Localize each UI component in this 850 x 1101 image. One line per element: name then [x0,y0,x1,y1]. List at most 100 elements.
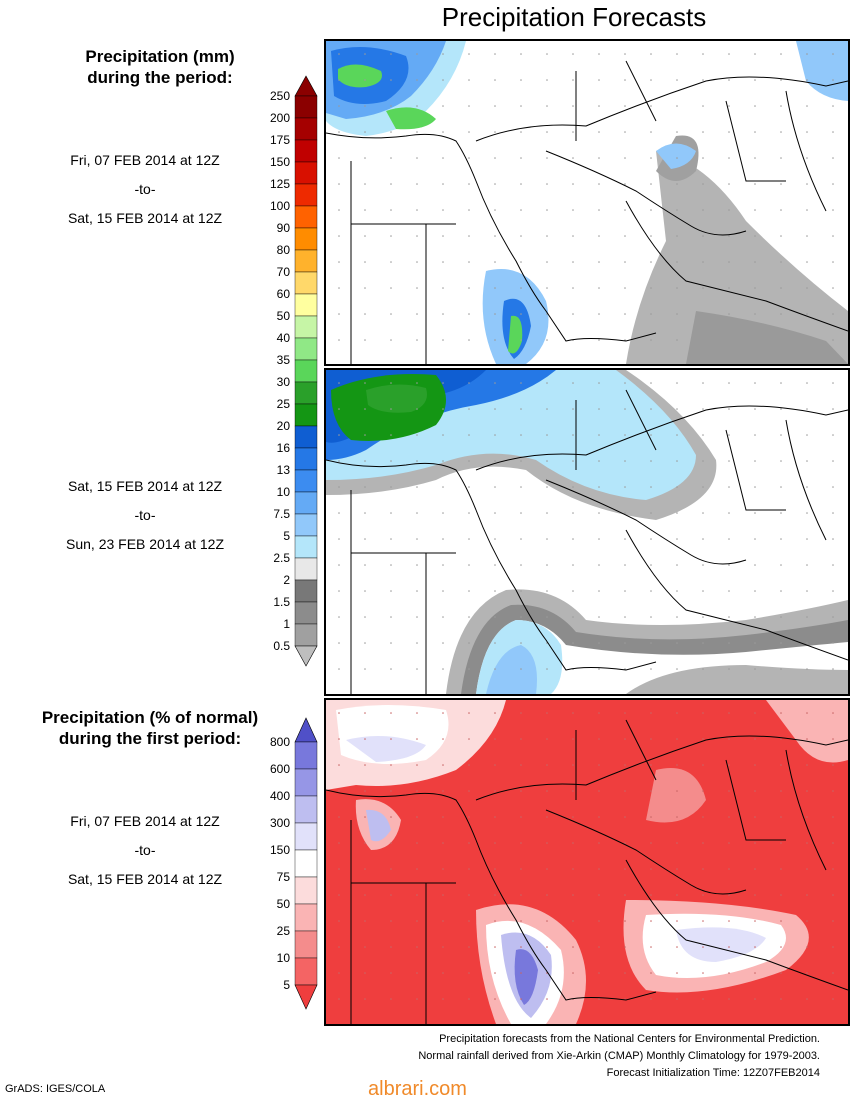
colorbar-tick-label: 600 [269,762,290,776]
map-panel-percent-normal [324,698,850,1026]
colorbar-tick-label: 90 [276,221,290,235]
colorbar-arrow-bottom [294,984,318,1010]
colorbar-tick-label: 80 [276,243,290,257]
period2-end: Sun, 23 FEB 2014 at 12Z [66,536,224,552]
colorbar-swatch [294,403,318,427]
colorbar-tick-label: 50 [276,309,290,323]
period2-start: Sat, 15 FEB 2014 at 12Z [67,478,223,494]
colorbar-swatch [294,557,318,581]
colorbar-swatch [294,623,318,647]
map-week2-precip [326,370,848,694]
colorbar-swatch [294,513,318,537]
footer-line3: Forecast Initialization Time: 12Z07FEB20… [606,1067,820,1079]
mm-colorbar-labels: 250 200 175 150 125 100 90 80 70 60 50 40 35 30 25 20 16… [250,72,290,672]
pct-colorbar [250,712,320,1022]
mm-heading-line1: Precipitation (mm) [85,47,235,66]
colorbar-swatch [294,447,318,471]
colorbar-tick-label: 20 [276,419,290,433]
colorbar-tick-label: 5 [283,529,290,543]
pct-heading-line2: during the first period: [58,729,242,748]
colorbar-swatch [294,359,318,383]
period1-start: Fri, 07 FEB 2014 at 12Z [70,152,220,168]
colorbar-swatch [294,491,318,515]
colorbar-swatch [294,337,318,361]
footer-notes: Precipitation forecasts from the Nationa… [300,1031,820,1082]
colorbar-tick-label: 25 [276,397,290,411]
colorbar-swatch [294,822,318,851]
colorbar-swatch [294,535,318,559]
map-percent-normal [326,700,848,1024]
colorbar-swatch [294,601,318,625]
colorbar-tick-label: 7.5 [273,507,290,521]
colorbar-tick-label: 70 [276,265,290,279]
period1-end: Sat, 15 FEB 2014 at 12Z [67,210,223,226]
colorbar-swatch [294,227,318,251]
colorbar-swatch [294,381,318,405]
period3-start: Fri, 07 FEB 2014 at 12Z [70,813,220,829]
colorbar-swatch [294,205,318,229]
page-title: Precipitation Forecasts [441,2,707,32]
colorbar-swatch [294,425,318,449]
colorbar-tick-label: 40 [276,331,290,345]
mm-heading-line2: during the period: [87,68,233,87]
colorbar-swatch [294,903,318,932]
colorbar-swatch [294,579,318,603]
colorbar-tick-label: 0.5 [273,639,290,653]
colorbar-tick-label: 800 [269,735,290,749]
colorbar-arrow-bottom [294,645,318,667]
map-panel-week1-precip [324,39,850,366]
colorbar-swatch [294,768,318,797]
watermark: albrari.com [368,1078,467,1100]
colorbar-swatch [294,293,318,317]
footer-line1: Precipitation forecasts from the Nationa… [439,1033,820,1045]
colorbar-swatch [294,315,318,339]
colorbar-swatch [294,741,318,770]
colorbar-arrow-top [294,75,318,97]
pct-heading-line1: Precipitation (% of normal) [41,708,259,727]
colorbar-swatch [294,876,318,905]
pct-colorbar-swatches [294,717,318,1010]
map-week1-precip [326,41,848,364]
colorbar-swatch [294,795,318,824]
footer-line2: Normal rainfall derived from Xie-Arkin (… [418,1050,820,1062]
colorbar-tick-label: 200 [269,111,290,125]
mm-colorbar [250,72,320,672]
colorbar-swatch [294,161,318,185]
period2-sep: -to- [134,507,156,523]
period3-dates: Fri, 07 FEB 2014 at 12Z -to- Sat, 15 FEB… [30,811,260,898]
colorbar-tick-label: 25 [276,924,290,938]
colorbar-swatch [294,930,318,959]
colorbar-tick-label: 250 [269,89,290,103]
period3-end: Sat, 15 FEB 2014 at 12Z [67,871,223,887]
colorbar-tick-label: 10 [276,951,290,965]
colorbar-tick-label: 75 [276,870,290,884]
colorbar-tick-label: 2 [283,573,290,587]
period3-sep: -to- [134,842,156,858]
grads-credit: GrADS: IGES/COLA [5,1083,106,1095]
colorbar-swatch [294,139,318,163]
colorbar-tick-label: 150 [269,155,290,169]
colorbar-tick-label: 100 [269,199,290,213]
colorbar-arrow-top [294,717,318,743]
colorbar-tick-label: 60 [276,287,290,301]
colorbar-swatch [294,957,318,986]
colorbar-tick-label: 2.5 [273,551,290,565]
colorbar-swatch [294,271,318,295]
colorbar-swatch [294,183,318,207]
colorbar-swatch [294,95,318,119]
colorbar-tick-label: 16 [276,441,290,455]
period1-sep: -to- [134,181,156,197]
colorbar-tick-label: 150 [269,843,290,857]
colorbar-tick-label: 1 [283,617,290,631]
colorbar-tick-label: 35 [276,353,290,367]
pct-colorbar-labels: 800 600 400 300 150 75 50 25 10 5 [250,712,290,1022]
colorbar-tick-label: 1.5 [273,595,290,609]
pct-heading: Precipitation (% of normal) during the f… [20,707,280,749]
colorbar-tick-label: 10 [276,485,290,499]
colorbar-tick-label: 300 [269,816,290,830]
colorbar-tick-label: 13 [276,463,290,477]
colorbar-swatch [294,249,318,273]
colorbar-tick-label: 5 [283,978,290,992]
mm-heading: Precipitation (mm) during the period: [30,46,290,88]
colorbar-tick-label: 175 [269,133,290,147]
